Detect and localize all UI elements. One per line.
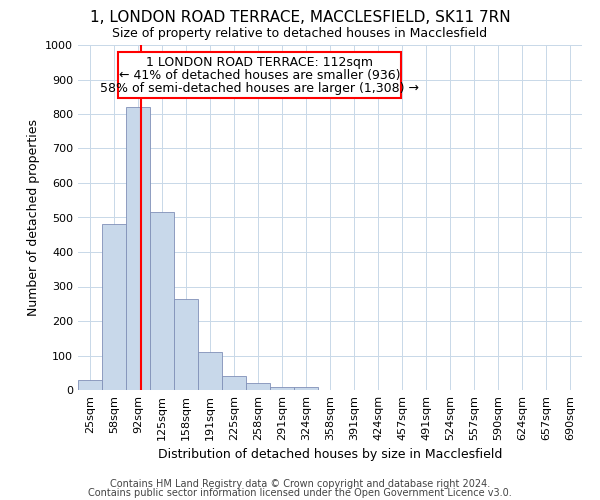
FancyBboxPatch shape [118,52,401,98]
Text: ← 41% of detached houses are smaller (936): ← 41% of detached houses are smaller (93… [119,68,400,82]
Bar [246,383,270,390]
Bar [174,298,198,390]
Bar [126,107,150,390]
Bar [294,387,318,390]
Bar [78,380,102,390]
Y-axis label: Number of detached properties: Number of detached properties [26,119,40,316]
Text: Contains public sector information licensed under the Open Government Licence v3: Contains public sector information licen… [88,488,512,498]
Text: 1 LONDON ROAD TERRACE: 112sqm: 1 LONDON ROAD TERRACE: 112sqm [146,56,373,68]
Text: Size of property relative to detached houses in Macclesfield: Size of property relative to detached ho… [112,28,488,40]
Bar [150,212,174,390]
Text: 1, LONDON ROAD TERRACE, MACCLESFIELD, SK11 7RN: 1, LONDON ROAD TERRACE, MACCLESFIELD, SK… [89,10,511,25]
Text: 58% of semi-detached houses are larger (1,308) →: 58% of semi-detached houses are larger (… [100,82,419,94]
Bar [198,352,222,390]
Text: Contains HM Land Registry data © Crown copyright and database right 2024.: Contains HM Land Registry data © Crown c… [110,479,490,489]
Bar [102,224,126,390]
Bar [222,376,246,390]
Bar [270,386,294,390]
X-axis label: Distribution of detached houses by size in Macclesfield: Distribution of detached houses by size … [158,448,502,462]
